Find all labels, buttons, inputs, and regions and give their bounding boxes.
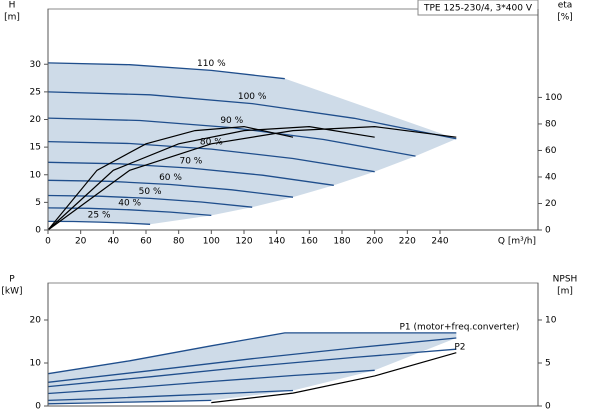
curve xyxy=(47,125,457,231)
y2-tick-label: 0 xyxy=(545,402,551,412)
curve xyxy=(47,389,294,402)
curve-label: 110 % xyxy=(197,59,226,69)
y-tick-label: 20 xyxy=(30,115,42,125)
chart-title: TPE 125-230/4, 3*400 V xyxy=(423,4,533,14)
y-tick-label: 10 xyxy=(30,358,42,368)
y2-axis-label: NPSH xyxy=(553,275,578,285)
y2-tick-label: 0 xyxy=(545,226,551,236)
y-tick-label: 25 xyxy=(30,87,41,97)
curve xyxy=(47,125,375,231)
y-tick-label: 5 xyxy=(35,198,41,208)
x-tick-label: 240 xyxy=(431,237,448,247)
x-tick-label: 120 xyxy=(235,237,252,247)
y2-tick-label: 5 xyxy=(545,358,551,368)
curve-label: 100 % xyxy=(238,92,267,102)
x-tick-label: 180 xyxy=(333,237,350,247)
title-box xyxy=(417,0,539,16)
x-tick-label: 100 xyxy=(203,237,220,247)
x-tick-label: 40 xyxy=(108,237,120,247)
x-tick-label: 160 xyxy=(301,237,318,247)
curve-label: 60 % xyxy=(159,173,182,183)
y-tick-label: 0 xyxy=(35,402,41,412)
x-tick-label: 60 xyxy=(140,237,152,247)
curve xyxy=(47,399,212,405)
y2-tick-label: 80 xyxy=(545,119,557,129)
y2-tick-label: 40 xyxy=(545,172,557,182)
x-tick-label: 80 xyxy=(173,237,185,247)
y-tick-label: 10 xyxy=(30,170,42,180)
y-tick-label: 15 xyxy=(30,143,41,153)
x-tick-label: 220 xyxy=(399,237,416,247)
x-tick-label: 0 xyxy=(45,237,51,247)
x-axis-label: Q [m³/h] xyxy=(498,237,536,247)
curve xyxy=(47,369,375,395)
curve xyxy=(47,125,294,231)
curve-label: 80 % xyxy=(200,138,223,148)
curve xyxy=(47,337,457,383)
y-tick-label: 30 xyxy=(30,60,42,70)
y-axis-unit: [m] xyxy=(4,13,20,23)
curve-label: 50 % xyxy=(139,187,162,197)
curve xyxy=(47,348,457,388)
y-tick-label: 0 xyxy=(35,226,41,236)
curve xyxy=(47,62,285,80)
y2-axis-unit: [m] xyxy=(557,287,573,297)
curve xyxy=(47,140,375,173)
x-tick-label: 200 xyxy=(366,237,383,247)
y2-axis-unit: [%] xyxy=(557,13,573,23)
curve xyxy=(211,352,457,404)
curve xyxy=(47,207,212,217)
y2-tick-label: 60 xyxy=(545,146,557,156)
y-tick-label: 20 xyxy=(30,315,42,325)
legend-label: P2 xyxy=(454,343,465,353)
curve-label: 90 % xyxy=(220,116,243,126)
y2-tick-label: 100 xyxy=(545,93,562,103)
curve xyxy=(47,91,457,140)
y2-tick-label: 10 xyxy=(545,315,557,325)
x-tick-label: 140 xyxy=(268,237,285,247)
y-axis-label: H xyxy=(9,1,16,11)
curve xyxy=(47,332,457,375)
curve-label: 40 % xyxy=(118,198,141,208)
y2-tick-label: 20 xyxy=(545,199,557,209)
y-axis-unit: [kW] xyxy=(1,287,22,297)
y2-axis-label: eta xyxy=(558,1,573,11)
x-tick-label: 20 xyxy=(75,237,87,247)
y-axis-label: P xyxy=(9,275,15,285)
curve-label: 25 % xyxy=(88,211,111,221)
curve xyxy=(47,220,151,225)
curve xyxy=(47,194,253,208)
curve-label: 70 % xyxy=(179,157,202,167)
legend-label: P1 (motor+freq.converter) xyxy=(399,322,519,332)
curve xyxy=(47,161,334,186)
